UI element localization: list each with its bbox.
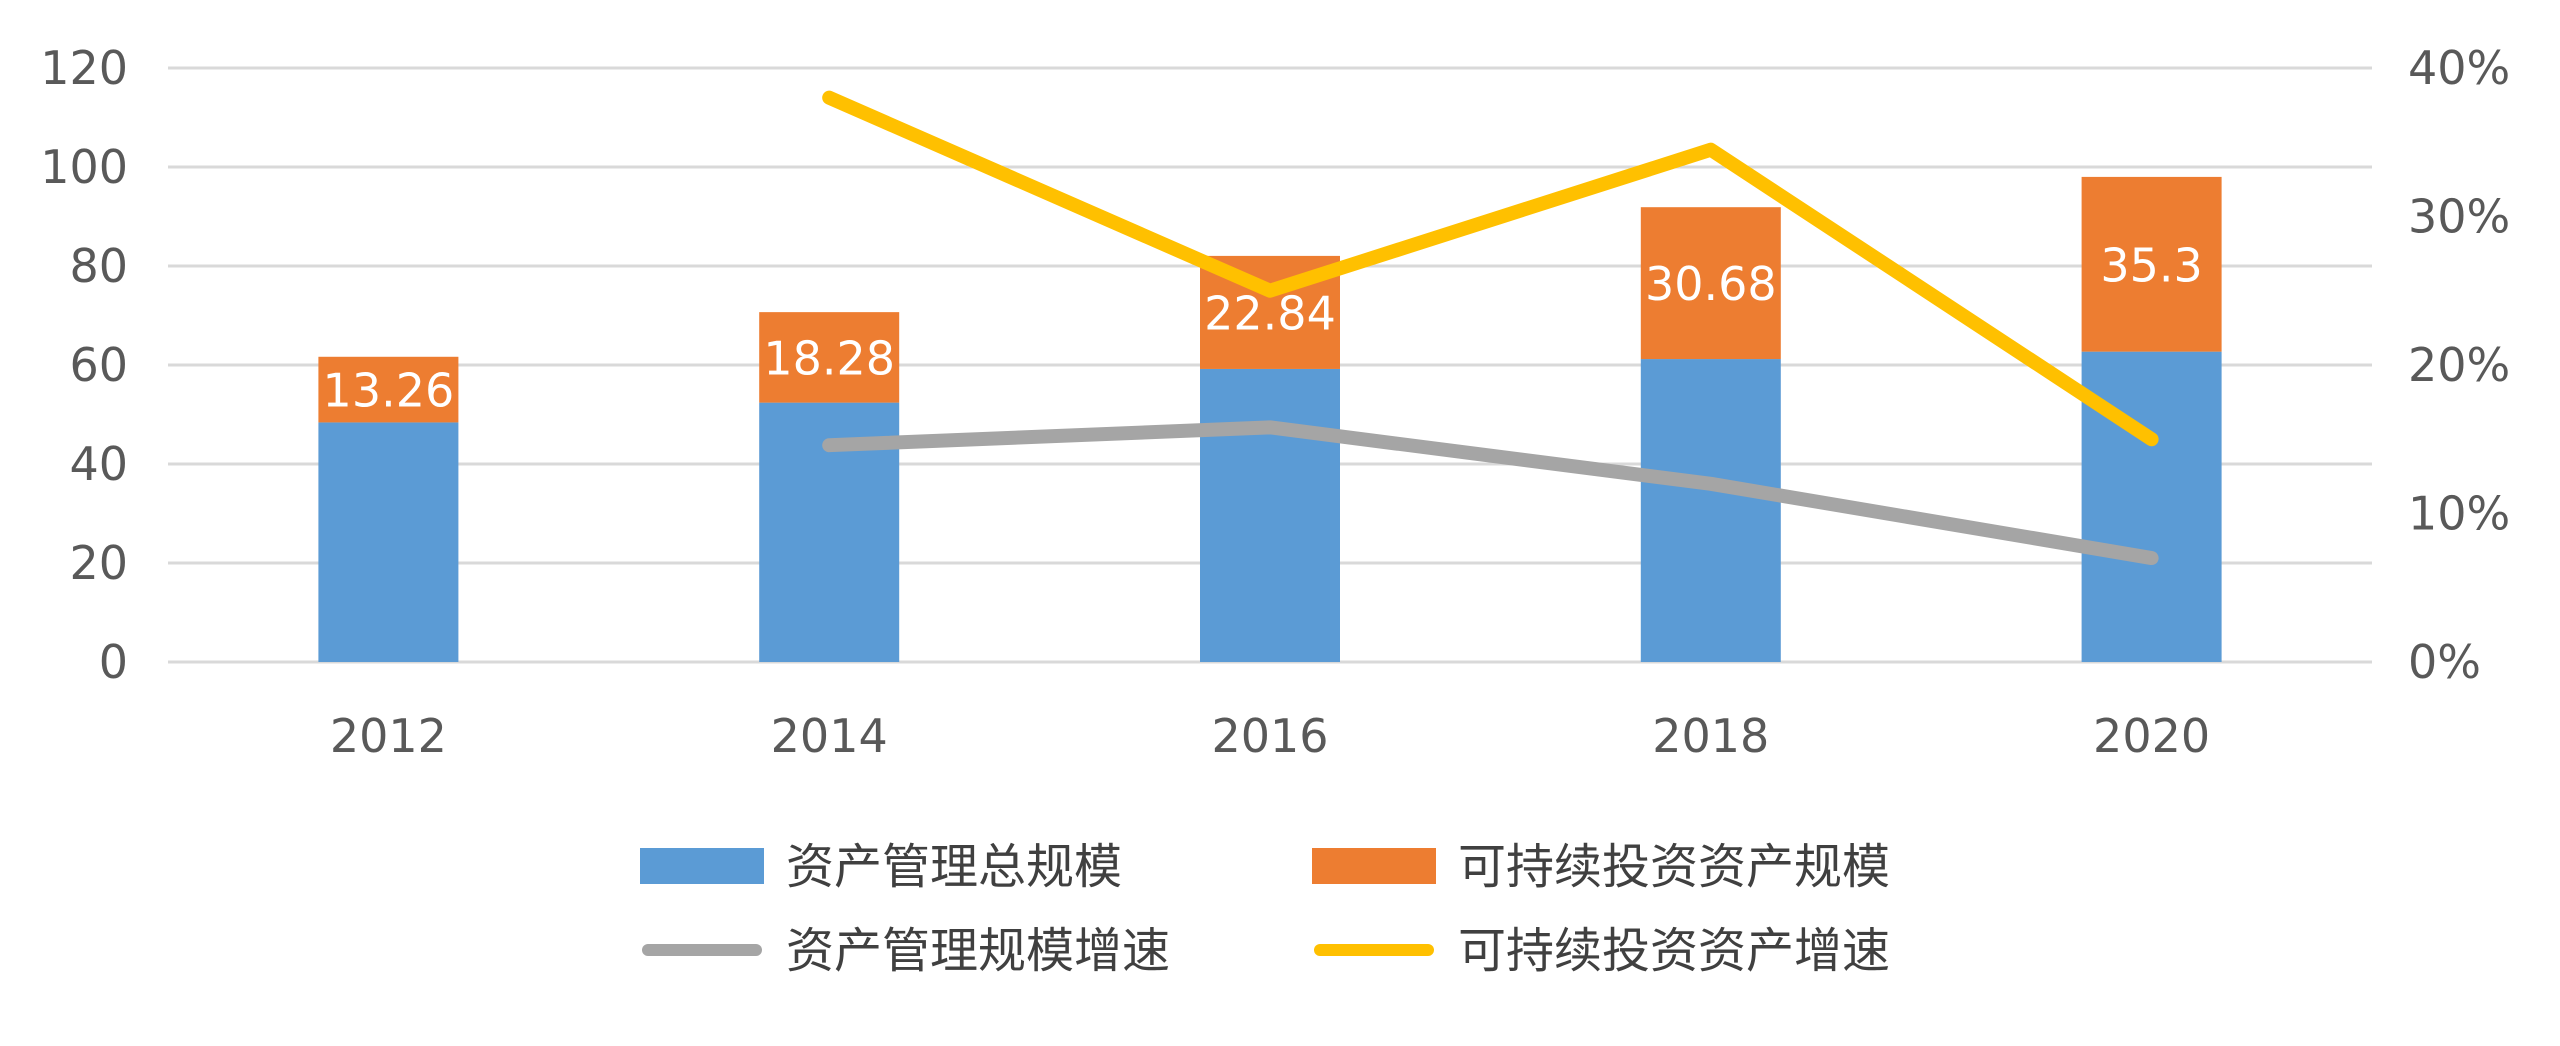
bar-total-aum [1200, 368, 1340, 662]
right-tick-label: 0% [2408, 635, 2481, 689]
line-aum-growth [822, 420, 2159, 566]
legend-swatch [640, 848, 764, 884]
bar-total-aum [318, 422, 459, 662]
legend-label: 可持续投资资产增速 [1458, 923, 1890, 979]
right-tick-label: 30% [2408, 190, 2510, 244]
left-tick-label: 100 [40, 140, 128, 194]
data-label: 18.28 [763, 331, 895, 385]
right-tick-label: 20% [2408, 338, 2510, 392]
bar-sustainable [1640, 207, 1781, 360]
left-tick-label: 20 [69, 536, 128, 590]
bar-sustainable [759, 312, 900, 403]
right-tick-label: 10% [2408, 487, 2510, 541]
bar-total-aum [1640, 359, 1781, 662]
right-axis-ticks: 0% 10% 20% 30% 40% [2408, 41, 2510, 689]
bar-sustainable [2081, 176, 2222, 352]
x-tick-label: 2018 [1652, 709, 1769, 763]
legend-item-aum-growth: 资产管理规模增速 [642, 923, 1170, 979]
x-tick-label: 2014 [771, 709, 888, 763]
legend-swatch [1312, 848, 1436, 884]
bar-total-aum [2081, 351, 2222, 662]
legend-label: 可持续投资资产规模 [1458, 839, 1890, 895]
legend-label: 资产管理规模增速 [786, 923, 1170, 979]
legend-item-sustainable: 可持续投资资产规模 [1312, 839, 1890, 895]
x-tick-label: 2016 [1211, 709, 1328, 763]
data-label: 13.26 [323, 364, 455, 418]
right-tick-label: 40% [2408, 41, 2510, 95]
left-tick-label: 0 [99, 635, 128, 689]
left-tick-label: 120 [40, 41, 128, 95]
legend-item-total-aum: 资产管理总规模 [640, 839, 1122, 895]
bar-sustainable [318, 356, 459, 423]
line-sustainable-growth [822, 90, 2159, 447]
left-axis-ticks: 0 20 40 60 80 100 120 [40, 41, 128, 689]
x-tick-label: 2020 [2093, 709, 2210, 763]
left-tick-label: 60 [69, 338, 128, 392]
left-tick-label: 80 [69, 239, 128, 293]
data-label: 30.68 [1645, 257, 1777, 311]
x-tick-label: 2012 [330, 709, 447, 763]
legend-label: 资产管理总规模 [786, 839, 1122, 895]
legend-item-sustainable-growth: 可持续投资资产增速 [1314, 923, 1890, 979]
left-tick-label: 40 [69, 437, 128, 491]
x-axis-ticks: 2012 2014 2016 2018 2020 [330, 709, 2210, 763]
line-series [822, 90, 2159, 566]
data-label: 35.3 [2100, 238, 2202, 292]
